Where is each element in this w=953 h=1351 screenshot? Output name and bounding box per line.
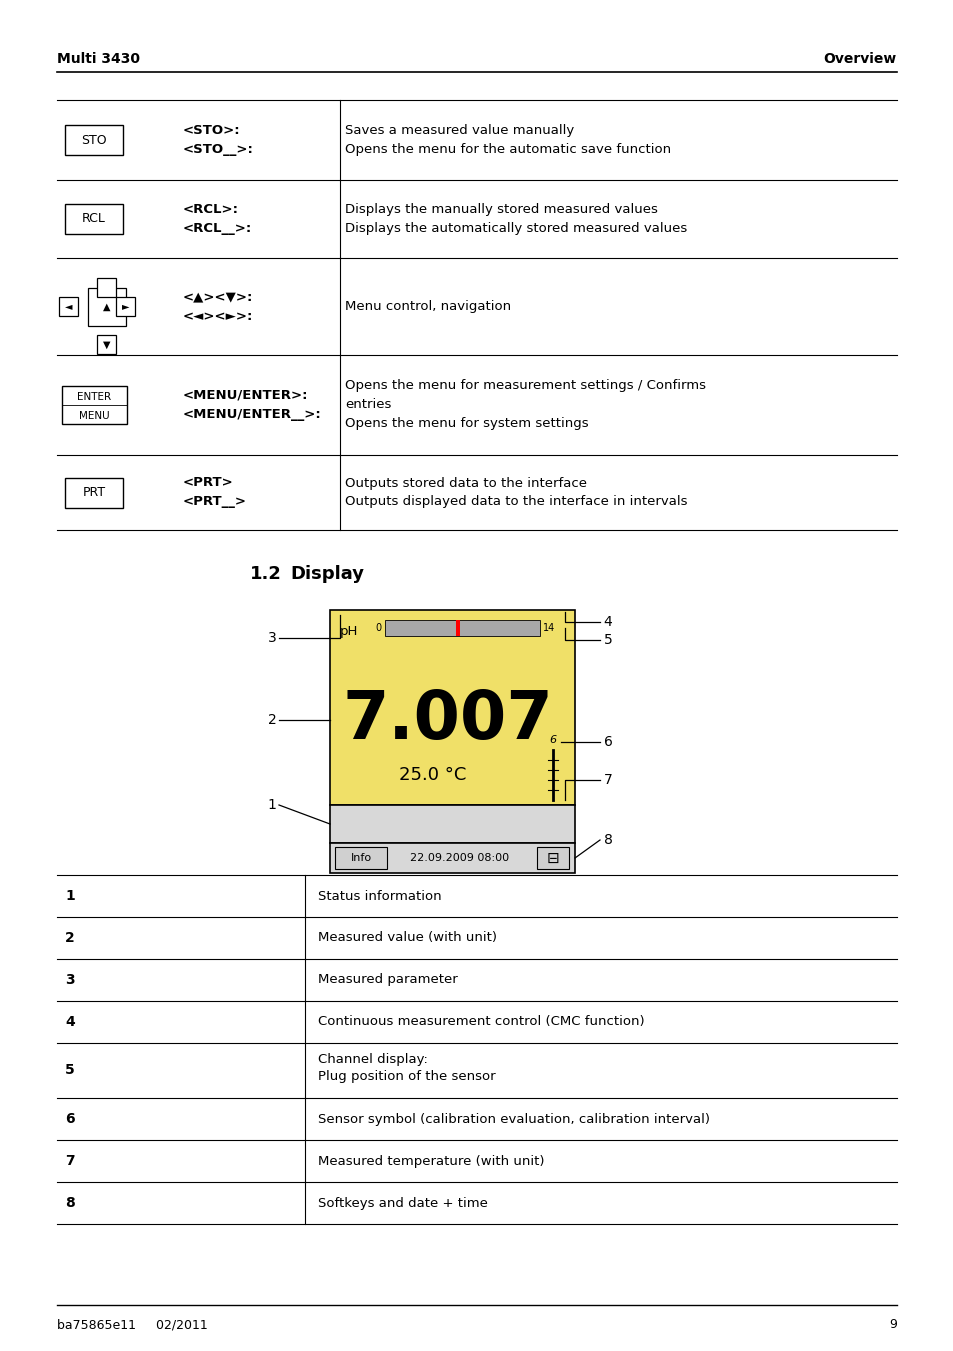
Text: Outputs stored data to the interface: Outputs stored data to the interface: [345, 477, 586, 489]
Text: entries: entries: [345, 399, 391, 412]
Text: 2: 2: [65, 931, 74, 944]
Text: 7: 7: [65, 1154, 74, 1169]
Text: ▼: ▼: [103, 339, 111, 350]
Text: ba75865e11     02/2011: ba75865e11 02/2011: [57, 1319, 208, 1331]
Text: Opens the menu for measurement settings / Confirms: Opens the menu for measurement settings …: [345, 380, 705, 393]
Text: Measured parameter: Measured parameter: [317, 974, 457, 986]
Text: pH: pH: [339, 626, 358, 639]
Text: 25.0 °C: 25.0 °C: [398, 766, 466, 784]
Text: ◄: ◄: [65, 301, 72, 312]
Text: Display: Display: [290, 565, 364, 584]
Text: Opens the menu for the automatic save function: Opens the menu for the automatic save fu…: [345, 143, 670, 155]
Text: <STO>:: <STO>:: [183, 124, 240, 136]
Text: Menu control, navigation: Menu control, navigation: [345, 300, 511, 313]
Text: 5: 5: [65, 1063, 74, 1078]
Text: 7.007: 7.007: [342, 688, 553, 753]
Text: 1.2: 1.2: [250, 565, 281, 584]
Text: Continuous measurement control (CMC function): Continuous measurement control (CMC func…: [317, 1016, 644, 1028]
Text: Opens the menu for system settings: Opens the menu for system settings: [345, 417, 588, 431]
Text: 1: 1: [267, 798, 276, 812]
Bar: [335, 847, 387, 869]
Text: Channel display:: Channel display:: [317, 1052, 428, 1066]
Bar: [88, 288, 126, 326]
Text: PRT: PRT: [82, 486, 106, 499]
Text: <RCL>:: <RCL>:: [183, 203, 239, 216]
Text: 8: 8: [603, 834, 612, 847]
Text: Sensor symbol (calibration evaluation, calibration interval): Sensor symbol (calibration evaluation, c…: [317, 1112, 709, 1125]
Text: 3: 3: [268, 631, 276, 644]
Bar: [65, 477, 123, 508]
Bar: [62, 386, 127, 424]
Bar: [456, 620, 459, 636]
Text: Status information: Status information: [317, 889, 441, 902]
Text: 7: 7: [603, 773, 612, 788]
Text: ENTER: ENTER: [77, 392, 112, 401]
Text: Overview: Overview: [822, 51, 896, 66]
Text: 0: 0: [375, 623, 381, 634]
Bar: [59, 297, 78, 316]
Bar: [97, 335, 116, 354]
Text: Outputs displayed data to the interface in intervals: Outputs displayed data to the interface …: [345, 496, 687, 508]
Bar: [65, 204, 123, 234]
Text: Measured temperature (with unit): Measured temperature (with unit): [317, 1155, 544, 1167]
Text: 4: 4: [65, 1015, 74, 1029]
Text: 3: 3: [65, 973, 74, 988]
Text: <MENU/ENTER>:: <MENU/ENTER>:: [183, 389, 308, 403]
Text: Multi 3430: Multi 3430: [57, 51, 140, 66]
Text: Softkeys and date + time: Softkeys and date + time: [317, 1197, 487, 1209]
Text: RCL: RCL: [82, 212, 106, 226]
Bar: [97, 278, 116, 297]
Bar: [330, 805, 575, 843]
Text: Saves a measured value manually: Saves a measured value manually: [345, 124, 574, 136]
Text: <MENU/ENTER__>:: <MENU/ENTER__>:: [183, 408, 321, 422]
Text: 2: 2: [268, 713, 276, 727]
Text: MENU: MENU: [79, 411, 110, 420]
Text: <PRT>: <PRT>: [183, 477, 233, 489]
Text: <▲><▼>:: <▲><▼>:: [183, 290, 253, 304]
Text: Info: Info: [350, 852, 371, 863]
Text: 1: 1: [65, 889, 74, 902]
Text: STO: STO: [81, 134, 107, 146]
Text: 6: 6: [65, 1112, 74, 1125]
Text: <STO__>:: <STO__>:: [183, 143, 253, 155]
Text: 6: 6: [549, 735, 556, 744]
Text: 5: 5: [603, 634, 612, 647]
Text: Measured value (with unit): Measured value (with unit): [317, 931, 497, 944]
Text: ►: ►: [122, 301, 130, 312]
Text: <◄><►>:: <◄><►>:: [183, 309, 253, 323]
Text: 4: 4: [603, 615, 612, 630]
Bar: [116, 297, 135, 316]
Text: 9: 9: [888, 1319, 896, 1331]
Bar: [330, 611, 575, 805]
Text: <PRT__>: <PRT__>: [183, 496, 247, 508]
Bar: [330, 843, 575, 873]
Text: Displays the automatically stored measured values: Displays the automatically stored measur…: [345, 222, 686, 235]
Text: 6: 6: [603, 735, 612, 748]
Bar: [65, 126, 123, 155]
Text: <RCL__>:: <RCL__>:: [183, 222, 252, 235]
Text: ⊟: ⊟: [546, 851, 558, 866]
Bar: [385, 620, 539, 636]
Bar: [537, 847, 568, 869]
Text: ▲: ▲: [103, 301, 111, 312]
Text: 14: 14: [542, 623, 555, 634]
Text: 22.09.2009 08:00: 22.09.2009 08:00: [410, 852, 509, 863]
Text: 8: 8: [65, 1196, 74, 1210]
Text: Plug position of the sensor: Plug position of the sensor: [317, 1070, 496, 1084]
Text: Displays the manually stored measured values: Displays the manually stored measured va…: [345, 203, 658, 216]
